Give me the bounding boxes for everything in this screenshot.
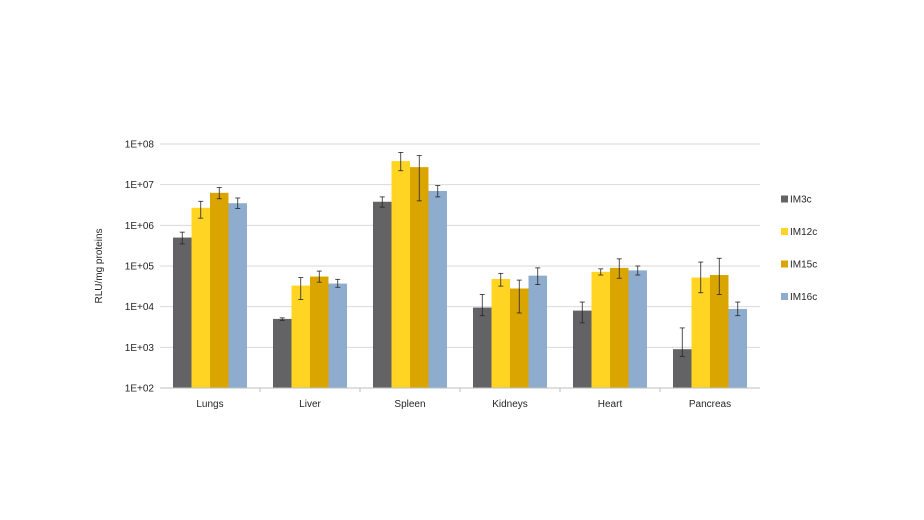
bar-spleen-im12c: [391, 161, 410, 388]
bars: [173, 161, 747, 388]
bar-liver-im15c: [310, 276, 329, 388]
legend-label: IM12c: [790, 227, 817, 238]
category-label-heart: Heart: [598, 399, 623, 410]
legend-item-im3c: IM3c: [781, 195, 812, 206]
error-bar-pancreas-im12c: [698, 261, 704, 294]
category-label-pancreas: Pancreas: [689, 399, 731, 410]
legend-swatch: [781, 228, 788, 235]
bar-pancreas-im3c: [673, 349, 692, 388]
error-bar-lungs-im16c: [235, 197, 241, 209]
error-bar-spleen-im12c: [398, 152, 404, 172]
bar-pancreas-im15c: [710, 275, 729, 388]
error-bar-kidneys-im12c: [498, 272, 504, 287]
error-bar-spleen-im16c: [435, 185, 441, 198]
bar-kidneys-im3c: [473, 307, 492, 388]
error-bar-lungs-im12c: [198, 200, 204, 219]
y-tick-label: 1E+06: [125, 221, 155, 232]
bar-heart-im16c: [628, 270, 647, 388]
bar-pancreas-im16c: [728, 308, 747, 388]
error-bar-kidneys-im3c: [479, 294, 485, 317]
bar-spleen-im3c: [373, 201, 392, 388]
error-bar-liver-im3c: [279, 317, 285, 321]
legend: IM3c IM12c IM15c IM16c: [781, 195, 817, 303]
category-labels: Lungs Liver Spleen Kidneys Heart Pancreas: [196, 399, 731, 410]
legend-item-im15c: IM15c: [781, 260, 817, 271]
bar-spleen-im16c: [428, 190, 447, 388]
bar-spleen-im15c: [410, 167, 429, 388]
error-bar-heart-im12c: [598, 268, 604, 276]
bar-kidneys-im12c: [491, 278, 510, 388]
bar-lungs-im3c: [173, 237, 192, 388]
legend-item-im12c: IM12c: [781, 227, 817, 238]
error-bar-kidneys-im15c: [516, 279, 522, 314]
error-bar-liver-im16c: [335, 278, 341, 288]
error-bar-pancreas-im16c: [735, 301, 741, 317]
error-bar-heart-im16c: [635, 265, 641, 276]
bar-lungs-im12c: [191, 207, 210, 388]
category-label-kidneys: Kidneys: [492, 399, 528, 410]
bar-liver-im12c: [291, 285, 310, 388]
y-tick-label: 1E+08: [125, 140, 155, 151]
bar-heart-im3c: [573, 310, 592, 388]
bar-heart-im15c: [610, 267, 629, 388]
category-label-spleen: Spleen: [394, 399, 425, 410]
error-bar-spleen-im15c: [416, 155, 422, 202]
x-axis: [160, 387, 760, 392]
category-label-lungs: Lungs: [196, 399, 223, 410]
y-tick-label: 1E+03: [125, 343, 155, 354]
error-bar-heart-im15c: [616, 258, 622, 279]
error-bar-liver-im15c: [316, 270, 322, 283]
error-bar-lungs-im15c: [216, 187, 222, 200]
error-bar-pancreas-im15c: [716, 257, 722, 295]
bar-kidneys-im15c: [510, 288, 529, 388]
bar-liver-im3c: [273, 318, 292, 388]
bar-heart-im12c: [591, 271, 610, 388]
y-tick-label: 1E+04: [125, 302, 155, 313]
bar-kidneys-im16c: [528, 275, 547, 388]
error-bar-heart-im3c: [579, 301, 585, 324]
legend-label: IM15c: [790, 260, 817, 271]
y-tick-label: 1E+05: [125, 262, 155, 273]
error-bar-spleen-im3c: [379, 196, 385, 208]
legend-label: IM16c: [790, 292, 817, 303]
y-axis-ticks: 1E+02 1E+03 1E+04 1E+05 1E+06 1E+07 1E+08: [125, 140, 155, 395]
bar-pancreas-im12c: [691, 277, 710, 388]
gridlines: [160, 143, 760, 348]
category-label-liver: Liver: [299, 399, 321, 410]
legend-item-im16c: IM16c: [781, 292, 817, 303]
bar-lungs-im16c: [228, 203, 247, 388]
error-bars: [179, 152, 741, 357]
error-bar-kidneys-im16c: [535, 267, 541, 285]
error-bar-liver-im12c: [298, 277, 304, 300]
legend-label: IM3c: [790, 195, 812, 206]
error-bar-lungs-im3c: [179, 231, 185, 245]
legend-swatch: [781, 260, 788, 268]
y-axis-title: RLU/mg proteins: [94, 228, 105, 303]
y-tick-label: 1E+07: [125, 180, 155, 191]
bar-liver-im16c: [328, 283, 347, 388]
error-bar-pancreas-im3c: [679, 327, 685, 357]
y-tick-label: 1E+02: [125, 384, 155, 395]
legend-swatch: [781, 293, 788, 300]
legend-swatch: [781, 195, 788, 203]
bar-lungs-im15c: [210, 192, 229, 388]
